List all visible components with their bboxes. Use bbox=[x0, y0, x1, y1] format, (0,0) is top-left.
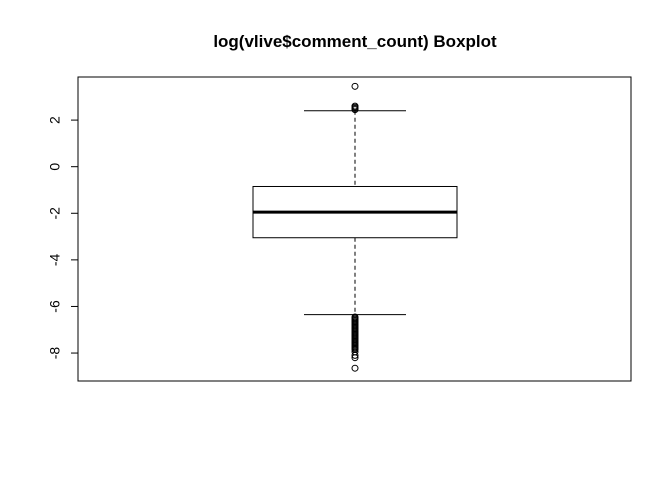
outlier-point bbox=[351, 351, 359, 359]
y-tick-label: -2 bbox=[47, 207, 63, 220]
outlier-point bbox=[351, 82, 359, 90]
box-group bbox=[252, 110, 458, 316]
chart-title: log(vlive$comment_count) Boxplot bbox=[213, 32, 497, 51]
y-tick-label: 2 bbox=[47, 116, 63, 124]
y-axis: 2 0 -2 -4 -6 -8 bbox=[47, 116, 79, 360]
outliers bbox=[351, 82, 359, 372]
y-tick-label: -8 bbox=[47, 347, 63, 360]
y-tick-label: 0 bbox=[47, 163, 63, 171]
y-tick-label: -4 bbox=[47, 253, 63, 266]
y-tick-label: -6 bbox=[47, 300, 63, 313]
outlier-point bbox=[351, 354, 359, 362]
outlier-point bbox=[351, 102, 359, 110]
outlier-point bbox=[351, 364, 359, 372]
